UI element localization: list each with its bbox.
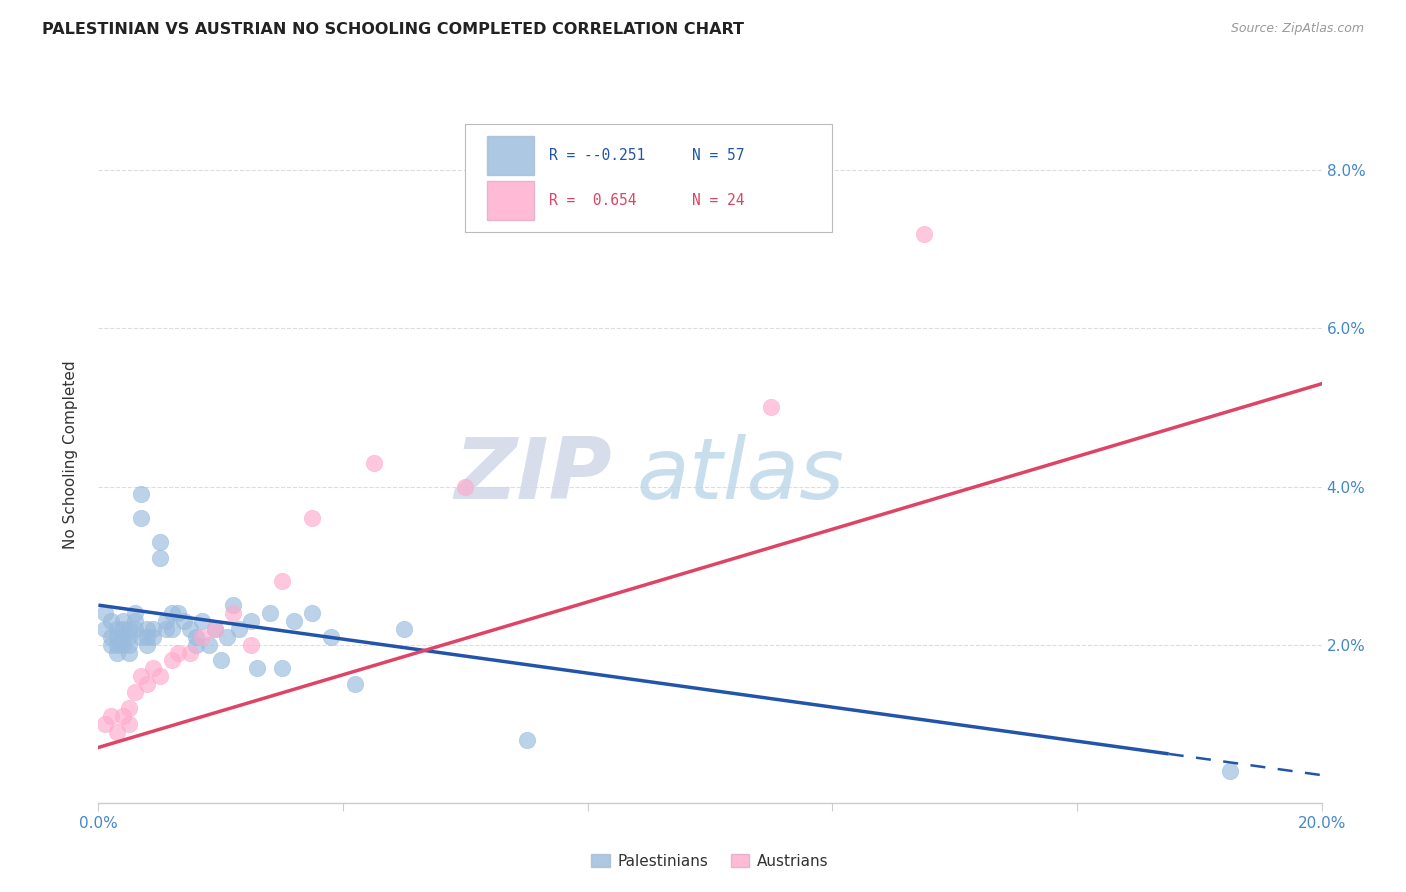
Text: ZIP: ZIP	[454, 434, 612, 517]
Point	[197, 638, 219, 652]
Point	[228, 622, 250, 636]
Point	[454, 479, 477, 493]
Point	[118, 630, 141, 644]
Point	[392, 622, 416, 636]
Point	[160, 606, 183, 620]
Point	[204, 622, 226, 636]
Point	[1219, 764, 1241, 779]
Point	[100, 708, 122, 723]
Point	[222, 606, 245, 620]
Point	[167, 646, 190, 660]
Point	[209, 653, 232, 667]
Point	[111, 614, 134, 628]
Point	[912, 227, 935, 241]
Point	[118, 646, 141, 660]
FancyBboxPatch shape	[465, 124, 832, 232]
Point	[111, 638, 134, 652]
Point	[283, 614, 305, 628]
Point	[149, 669, 172, 683]
Point	[100, 638, 122, 652]
Point	[136, 630, 159, 644]
Point	[129, 669, 152, 683]
Point	[124, 685, 146, 699]
Text: atlas: atlas	[637, 434, 845, 517]
Point	[759, 401, 782, 415]
Point	[105, 638, 128, 652]
Y-axis label: No Schooling Completed: No Schooling Completed	[63, 360, 77, 549]
FancyBboxPatch shape	[488, 181, 534, 219]
Point	[129, 487, 152, 501]
Point	[142, 661, 165, 675]
Point	[100, 630, 122, 644]
Point	[93, 716, 115, 731]
Point	[142, 630, 165, 644]
Point	[93, 606, 115, 620]
Point	[118, 638, 141, 652]
Point	[319, 630, 342, 644]
Point	[516, 732, 538, 747]
Point	[105, 646, 128, 660]
Point	[270, 661, 292, 675]
FancyBboxPatch shape	[488, 136, 534, 175]
Point	[246, 661, 269, 675]
Point	[124, 614, 146, 628]
Point	[93, 622, 115, 636]
Point	[186, 630, 208, 644]
Point	[124, 622, 146, 636]
Point	[124, 606, 146, 620]
Point	[191, 614, 214, 628]
Point	[129, 511, 152, 525]
Text: PALESTINIAN VS AUSTRIAN NO SCHOOLING COMPLETED CORRELATION CHART: PALESTINIAN VS AUSTRIAN NO SCHOOLING COM…	[42, 22, 744, 37]
Point	[344, 677, 367, 691]
Point	[301, 511, 323, 525]
Text: N = 24: N = 24	[692, 194, 744, 209]
Point	[270, 574, 292, 589]
Text: R =  0.654: R = 0.654	[548, 194, 636, 209]
Text: N = 57: N = 57	[692, 148, 744, 163]
Text: R = --0.251: R = --0.251	[548, 148, 645, 163]
Point	[204, 622, 226, 636]
Point	[118, 701, 141, 715]
Point	[363, 456, 385, 470]
Point	[136, 677, 159, 691]
Point	[167, 606, 190, 620]
Point	[179, 646, 201, 660]
Point	[142, 622, 165, 636]
Legend: Palestinians, Austrians: Palestinians, Austrians	[585, 848, 835, 875]
Point	[155, 614, 177, 628]
Point	[111, 708, 134, 723]
Point	[100, 614, 122, 628]
Point	[136, 622, 159, 636]
Point	[259, 606, 281, 620]
Point	[111, 622, 134, 636]
Point	[240, 614, 263, 628]
Point	[186, 638, 208, 652]
Point	[160, 653, 183, 667]
Point	[111, 630, 134, 644]
Point	[149, 550, 172, 565]
Point	[118, 622, 141, 636]
Point	[118, 716, 141, 731]
Point	[105, 724, 128, 739]
Point	[179, 622, 201, 636]
Point	[160, 622, 183, 636]
Point	[173, 614, 195, 628]
Point	[149, 534, 172, 549]
Point	[222, 598, 245, 612]
Point	[301, 606, 323, 620]
Point	[129, 630, 152, 644]
Point	[215, 630, 238, 644]
Point	[155, 622, 177, 636]
Text: Source: ZipAtlas.com: Source: ZipAtlas.com	[1230, 22, 1364, 36]
Point	[240, 638, 263, 652]
Point	[105, 622, 128, 636]
Point	[105, 630, 128, 644]
Point	[191, 630, 214, 644]
Point	[136, 638, 159, 652]
